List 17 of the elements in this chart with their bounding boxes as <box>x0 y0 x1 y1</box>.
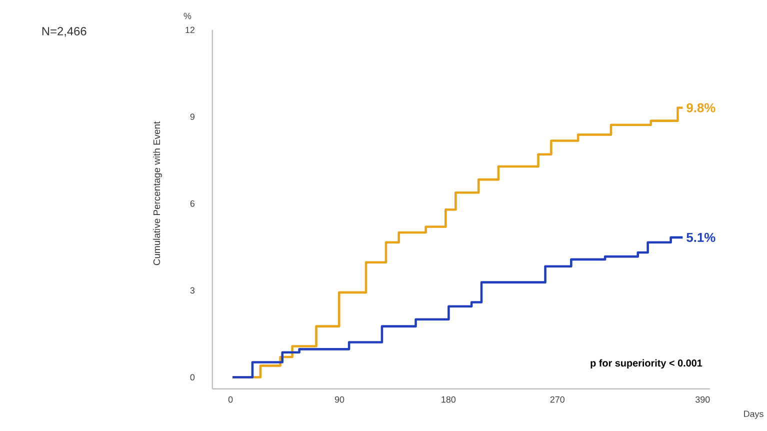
y-tick-label: 12 <box>186 26 194 34</box>
x-tick-label: 180 <box>442 396 456 403</box>
series-label: 9.8% <box>686 103 716 112</box>
text: % <box>184 12 192 20</box>
x-tick-label: 0 <box>228 396 233 403</box>
y-tick-label: 0 <box>190 374 195 381</box>
y-tick-label: 9 <box>190 114 194 120</box>
y-tick-label: 6 <box>190 200 195 207</box>
y-axis-title: Cumulative Percentage with Event <box>153 122 162 266</box>
x-tick-label: 90 <box>334 396 344 403</box>
x-tick-label: 270 <box>550 396 564 403</box>
annotation: p for superiority < 0.001 <box>590 359 702 369</box>
x-tick-label: 390 <box>696 396 710 403</box>
text: N=2,466 <box>42 27 86 37</box>
x-axis-title: Days <box>744 410 764 419</box>
series-label: 5.1% <box>686 233 716 242</box>
y-tick-label: 3 <box>190 287 195 294</box>
